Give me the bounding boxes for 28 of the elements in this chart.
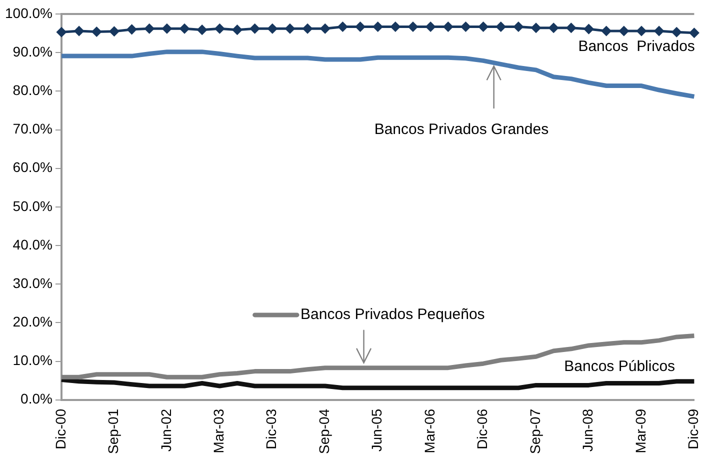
x-tick-label: Sep-04 bbox=[316, 408, 332, 454]
series-label: Bancos Públicos bbox=[564, 358, 676, 375]
y-tick-label: 30.0% bbox=[12, 274, 52, 291]
y-tick-label: 100.0% bbox=[5, 4, 52, 21]
x-tick-label: Sep-07 bbox=[526, 408, 543, 454]
y-tick-label: 90.0% bbox=[12, 43, 52, 60]
y-tick-label: 60.0% bbox=[12, 159, 52, 176]
x-tick-label: Mar-06 bbox=[421, 408, 438, 454]
x-tick-label: Dic-00 bbox=[52, 408, 68, 450]
x-tick-label: Dic-03 bbox=[263, 408, 280, 450]
y-tick-label: 10.0% bbox=[12, 352, 52, 368]
x-tick-label: Dic-09 bbox=[685, 408, 702, 450]
series-label: Bancos Privados bbox=[578, 38, 695, 55]
y-tick-label: 0.0% bbox=[20, 390, 52, 407]
x-tick-label: Dic-06 bbox=[474, 408, 490, 450]
x-tick-label: Jun-08 bbox=[580, 408, 596, 452]
y-tick-label: 20.0% bbox=[12, 314, 52, 330]
text: Bancos Privados Grandes bbox=[374, 120, 549, 138]
x-tick-label: Mar-09 bbox=[632, 408, 648, 454]
y-tick-label: 80.0% bbox=[12, 82, 52, 98]
x-tick-label: Mar-03 bbox=[210, 408, 227, 454]
y-tick-label: 40.0% bbox=[12, 236, 52, 252]
legend-label: Bancos Privados Pequeños bbox=[300, 306, 485, 324]
x-tick-label: Jun-05 bbox=[368, 408, 385, 452]
y-tick-label: 50.0% bbox=[12, 198, 52, 214]
y-tick-label: 70.0% bbox=[12, 120, 52, 137]
x-tick-label: Sep-01 bbox=[105, 408, 122, 454]
x-tick-label: Jun-02 bbox=[158, 408, 174, 452]
